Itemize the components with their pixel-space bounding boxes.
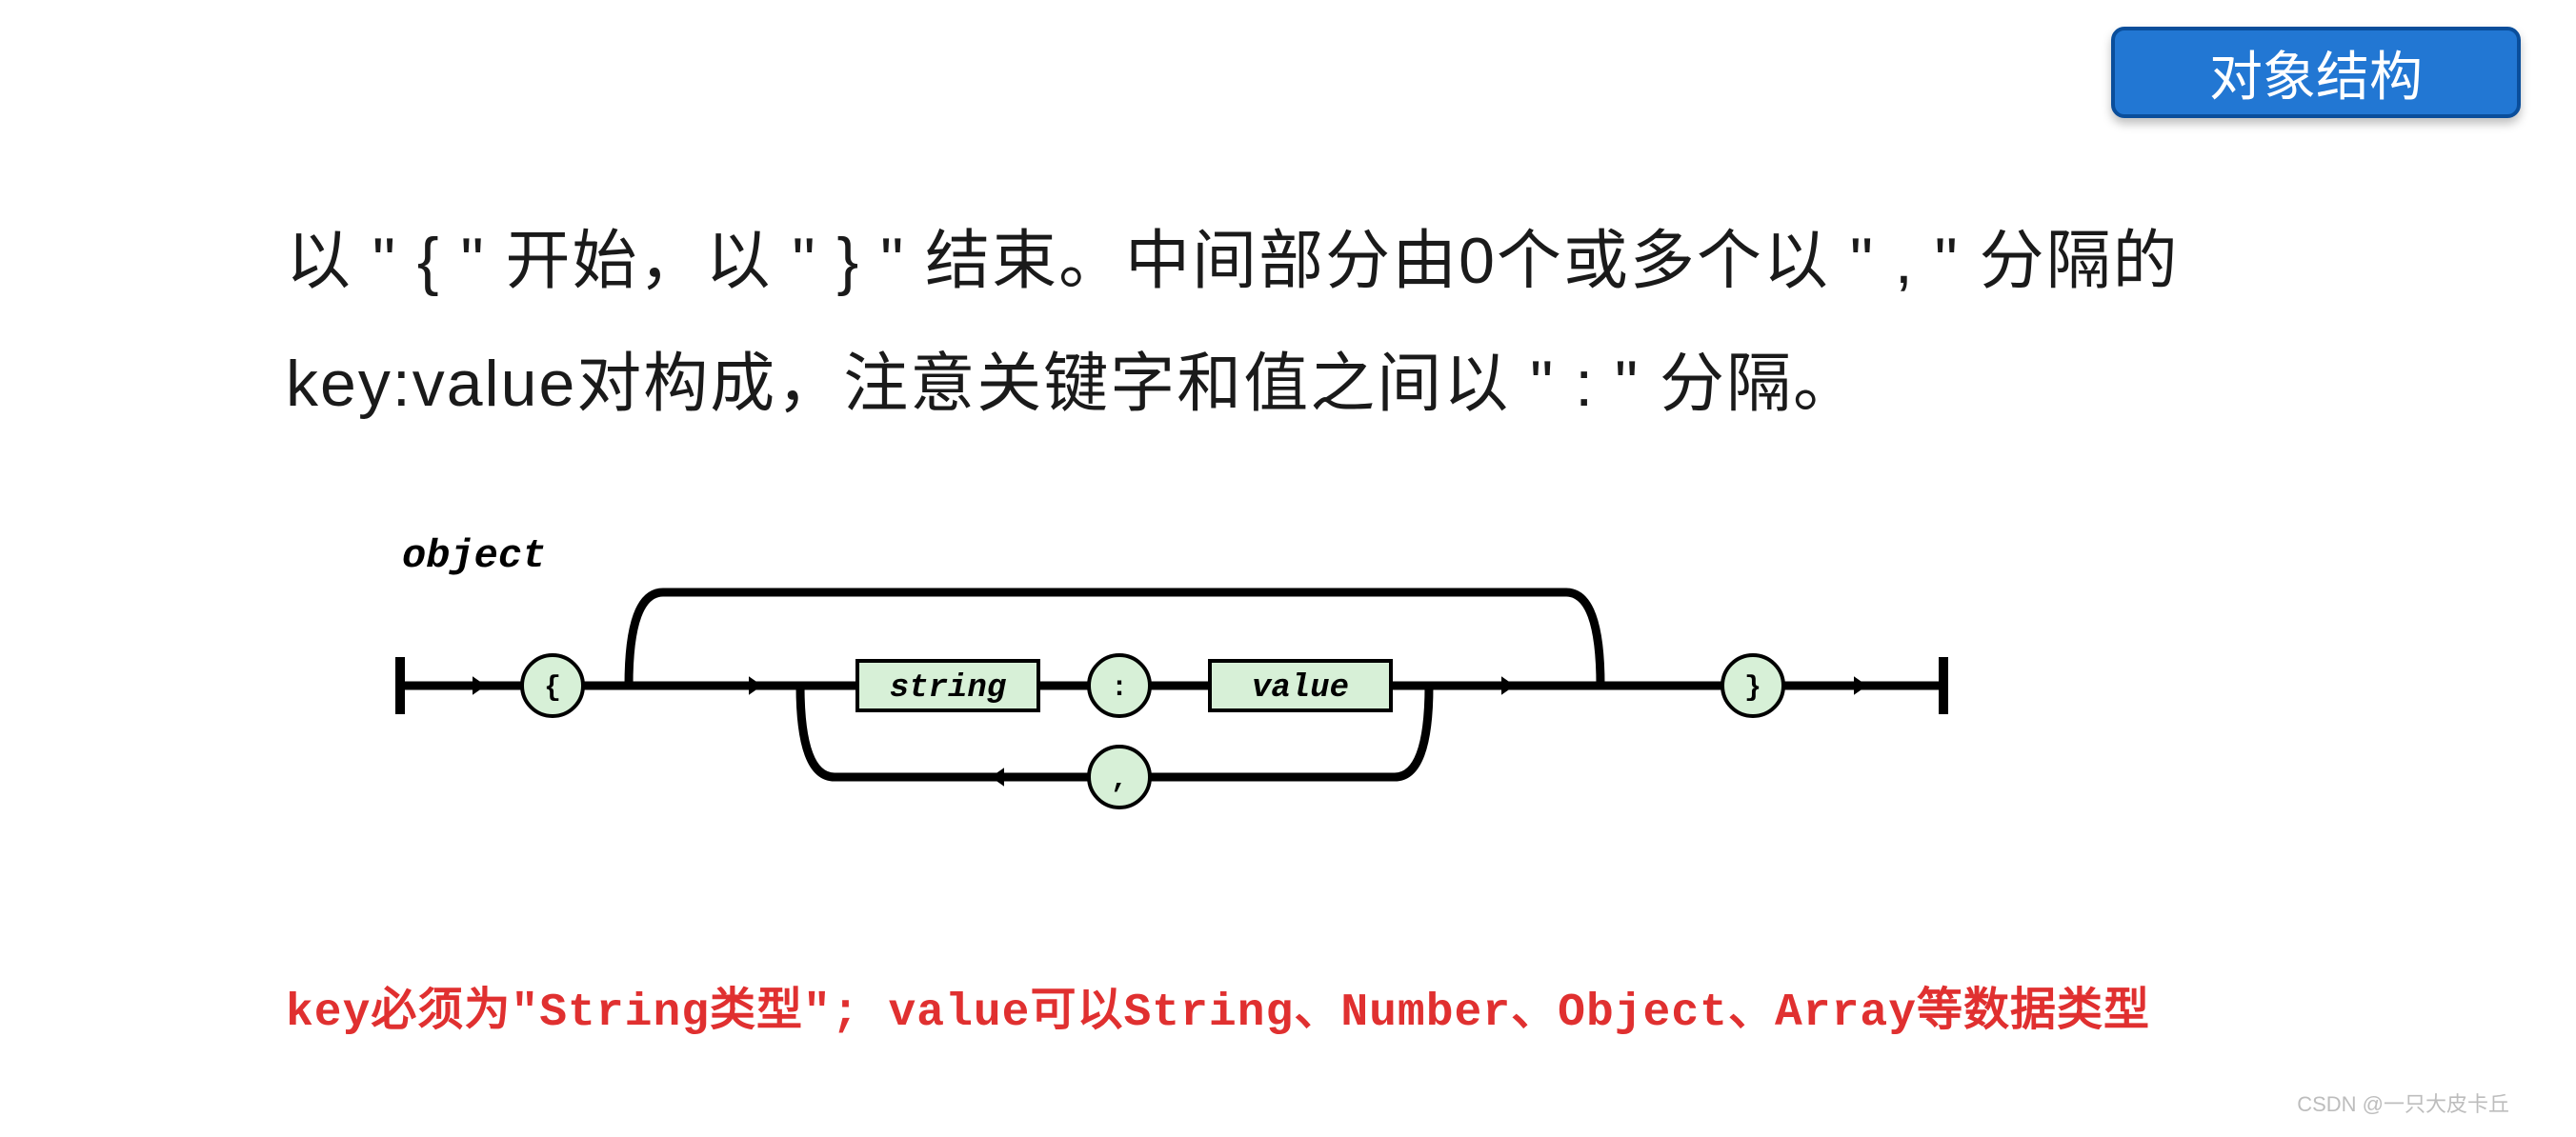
svg-text:{: {	[544, 672, 561, 705]
title-text: 对象结构	[2209, 34, 2423, 111]
diagram-label: object	[402, 533, 546, 579]
railroad-svg: {}:, string value	[381, 533, 1962, 876]
railroad-diagram: object {}:, string value	[381, 533, 1962, 876]
footnote-text: key必须为"String类型"; value可以String、Number、O…	[286, 971, 2286, 1039]
svg-text::: :	[1111, 672, 1128, 705]
svg-text:}: }	[1744, 672, 1761, 705]
svg-text:value: value	[1252, 670, 1349, 707]
svg-text:string: string	[890, 670, 1007, 707]
description-text: 以 " { " 开始，以 " } " 结束。中间部分由0个或多个以 " , " …	[286, 200, 2344, 446]
watermark: CSDN @一只大皮卡丘	[2297, 1087, 2509, 1118]
title-badge: 对象结构	[2111, 27, 2521, 118]
svg-text:,: ,	[1111, 764, 1128, 796]
